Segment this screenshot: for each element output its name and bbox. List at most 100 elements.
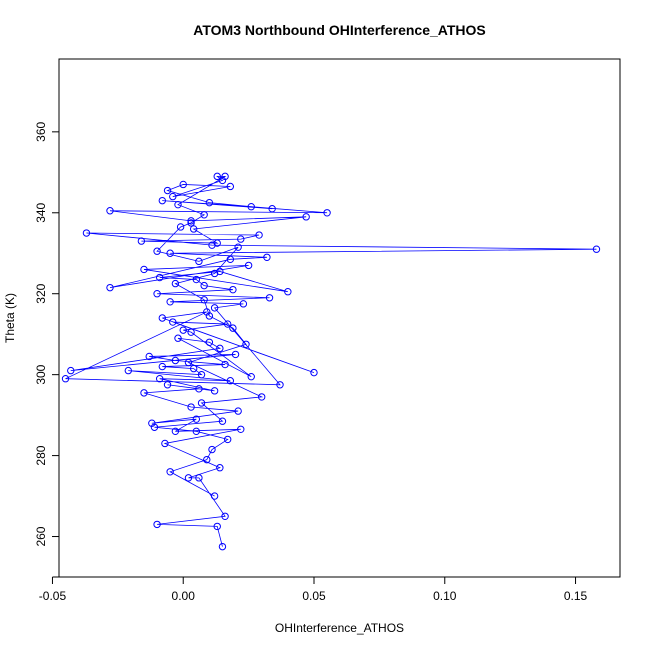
data-point (205, 198, 214, 207)
data-point (229, 324, 237, 332)
data-point (200, 281, 208, 290)
data-point (239, 300, 248, 308)
data-point (247, 203, 255, 211)
x-tick-label: 0.00 (172, 589, 196, 603)
data-point (163, 186, 172, 195)
data-point (197, 399, 206, 407)
data-point (140, 265, 148, 274)
data-point (195, 474, 203, 482)
data-point (171, 356, 180, 365)
data-point (166, 249, 174, 257)
x-axis-label: OHInterference_ATHOS (275, 621, 404, 635)
chart-title: ATOM3 Northbound OHInterference_ATHOS (193, 22, 485, 38)
data-point (176, 223, 185, 231)
data-point (205, 338, 214, 346)
data-point (310, 368, 318, 377)
data-point (153, 520, 161, 529)
data-point (221, 360, 229, 369)
data-point (158, 196, 167, 205)
series-line (65, 175, 597, 547)
data-point (218, 417, 227, 425)
data-point (268, 205, 276, 213)
data-point (592, 245, 601, 253)
data-point (161, 439, 169, 448)
data-point (226, 182, 235, 191)
data-point (171, 279, 180, 288)
data-point (189, 225, 198, 233)
data-point (226, 255, 235, 264)
data-point (61, 375, 70, 383)
data-point (192, 415, 201, 423)
x-axis: -0.05 0.00 0.05 0.10 0.15 (39, 576, 588, 603)
x-tick-label: 0.10 (433, 589, 457, 603)
data-point (184, 358, 193, 367)
data-point (187, 403, 195, 411)
data-point (158, 362, 167, 371)
data-point (213, 172, 221, 181)
data-point (210, 492, 219, 500)
data-point (169, 318, 177, 326)
data-point (257, 393, 266, 401)
data-point (153, 290, 161, 298)
data-point (166, 468, 174, 476)
data-point (229, 285, 237, 294)
data-point (221, 172, 229, 181)
series-layer (61, 172, 601, 551)
data-point (187, 217, 195, 225)
data-point (145, 352, 153, 361)
data-point (302, 213, 310, 221)
x-tick-label: 0.15 (564, 589, 588, 603)
data-point (148, 419, 156, 427)
y-tick-label: 300 (34, 364, 48, 384)
data-point (155, 375, 164, 383)
data-point (137, 237, 146, 245)
data-point (192, 275, 201, 284)
data-point (82, 229, 91, 237)
data-point (124, 366, 133, 375)
data-point (166, 298, 174, 306)
data-point (200, 296, 208, 304)
data-point (163, 381, 172, 389)
data-point (210, 269, 219, 278)
x-tick-label: -0.05 (39, 589, 67, 603)
data-point (106, 283, 114, 292)
data-point (210, 387, 219, 395)
data-point (140, 389, 148, 397)
data-point (234, 243, 242, 251)
y-tick-label: 260 (34, 526, 48, 546)
data-point (276, 381, 284, 389)
data-point (169, 192, 177, 201)
data-point (216, 344, 224, 353)
data-point (210, 304, 219, 312)
data-point (106, 207, 114, 215)
x-tick-label: 0.05 (302, 589, 326, 603)
data-point (67, 366, 75, 375)
data-point (195, 385, 203, 393)
data-point (189, 364, 198, 373)
data-point (174, 334, 182, 342)
data-point (284, 288, 292, 296)
data-point (247, 372, 255, 381)
data-point (179, 326, 187, 334)
data-point (255, 231, 263, 239)
data-point (221, 512, 229, 520)
data-point (213, 239, 221, 247)
y-tick-label: 360 (34, 122, 48, 142)
data-point (174, 200, 182, 209)
data-point (203, 308, 211, 316)
y-tick-label: 320 (34, 283, 48, 303)
data-point (223, 320, 232, 328)
data-point (237, 425, 245, 433)
data-point (263, 253, 271, 261)
data-point (213, 522, 221, 531)
y-tick-label: 340 (34, 202, 48, 222)
data-point (205, 312, 214, 320)
data-point (242, 340, 250, 348)
data-point (200, 211, 208, 219)
data-point (150, 423, 159, 431)
data-point (192, 427, 201, 436)
data-point (184, 474, 193, 482)
data-point (237, 235, 245, 243)
